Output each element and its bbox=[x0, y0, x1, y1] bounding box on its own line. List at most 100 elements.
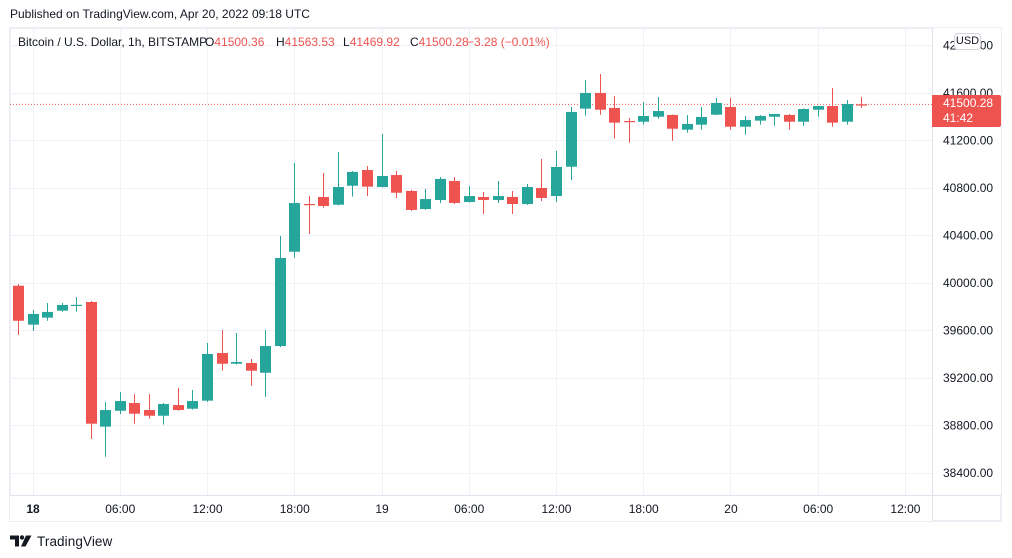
candle-bullish bbox=[464, 185, 475, 203]
candle-body bbox=[813, 106, 824, 110]
candle-bullish bbox=[231, 332, 242, 365]
time-axis[interactable] bbox=[10, 495, 932, 521]
candle-body bbox=[275, 258, 286, 347]
candle-bearish bbox=[507, 190, 518, 214]
candle-body bbox=[449, 180, 460, 203]
candle-body bbox=[347, 171, 358, 186]
time-tick-label: 19 bbox=[375, 502, 389, 516]
legend-change: −3.28 (−0.01%) bbox=[467, 35, 550, 49]
candle-body bbox=[13, 285, 24, 321]
candle-body bbox=[391, 175, 402, 193]
candle-body bbox=[784, 114, 795, 122]
candle-body bbox=[493, 196, 504, 200]
candle-body bbox=[57, 304, 68, 311]
candle-bullish bbox=[42, 303, 53, 321]
candle-body bbox=[289, 203, 300, 252]
candle-bullish bbox=[289, 163, 300, 258]
time-tick-label: 06:00 bbox=[454, 502, 484, 516]
candle-body bbox=[362, 170, 373, 187]
candle-bearish bbox=[86, 301, 97, 440]
candle-body bbox=[71, 304, 82, 307]
candle-bullish bbox=[187, 389, 198, 410]
candle-body bbox=[260, 346, 271, 373]
legend-high: H41563.53 bbox=[276, 35, 335, 50]
tradingview-logo-link[interactable]: TradingView bbox=[10, 532, 112, 550]
candle-bearish bbox=[362, 166, 373, 197]
candle-body bbox=[42, 311, 53, 318]
candle-bullish bbox=[842, 99, 853, 125]
candle-body bbox=[507, 197, 518, 205]
price-tick-label: 40000.00 bbox=[943, 276, 993, 290]
candle-body bbox=[115, 401, 126, 411]
candle-body bbox=[377, 175, 388, 188]
candle-body bbox=[406, 190, 417, 210]
candle-bearish bbox=[304, 196, 315, 235]
time-tick-label: 18 bbox=[26, 502, 40, 516]
candle-bearish bbox=[827, 87, 838, 127]
candle-body bbox=[231, 361, 242, 364]
candle-bullish bbox=[275, 235, 286, 348]
legend-open-key: O bbox=[205, 35, 215, 49]
candle-bearish bbox=[784, 113, 795, 130]
candle-body bbox=[435, 178, 446, 200]
candle-bullish bbox=[711, 97, 722, 116]
bar-countdown: 41:42 bbox=[943, 111, 974, 125]
time-tick-label: 12:00 bbox=[890, 502, 920, 516]
candle-bearish bbox=[246, 358, 257, 386]
price-tick-label: 39200.00 bbox=[943, 371, 993, 385]
candle-body bbox=[711, 102, 722, 115]
candle-bullish bbox=[740, 116, 751, 135]
candle-bullish bbox=[71, 296, 82, 312]
candle-bearish bbox=[144, 394, 155, 419]
legend-open: O41500.36 bbox=[205, 35, 264, 50]
candle-bullish bbox=[638, 102, 649, 125]
currency-button[interactable]: USD bbox=[954, 33, 981, 50]
candle-body bbox=[420, 199, 431, 209]
tradingview-logo-icon bbox=[10, 535, 32, 547]
candle-bullish bbox=[420, 189, 431, 210]
candle-body bbox=[318, 197, 329, 207]
candle-bullish bbox=[260, 330, 271, 397]
candle-bullish bbox=[813, 105, 824, 117]
candle-bullish bbox=[580, 80, 591, 116]
candle-bearish bbox=[609, 95, 620, 139]
candle-bearish bbox=[13, 284, 24, 335]
candle-body bbox=[464, 196, 475, 202]
legend-close: C41500.28 bbox=[410, 35, 469, 50]
candle-body bbox=[638, 116, 649, 122]
candle-bullish bbox=[755, 114, 766, 125]
candle-body bbox=[755, 116, 766, 121]
candle-body bbox=[202, 353, 213, 401]
candle-body bbox=[187, 401, 198, 409]
candle-body bbox=[725, 106, 736, 127]
candle-body bbox=[522, 187, 533, 205]
candle-body bbox=[100, 410, 111, 427]
legend-close-value: 41500.28 bbox=[418, 35, 469, 49]
candle-bullish bbox=[333, 151, 344, 206]
time-tick-label: 18:00 bbox=[280, 502, 310, 516]
candle-body bbox=[827, 106, 838, 123]
candle-body bbox=[158, 403, 169, 416]
tradingview-brand: TradingView bbox=[37, 533, 113, 549]
candle-body bbox=[217, 353, 228, 364]
candle-body bbox=[769, 113, 780, 117]
candle-bullish bbox=[798, 108, 809, 126]
price-tick-label: 40800.00 bbox=[943, 181, 993, 195]
candle-bearish bbox=[173, 387, 184, 411]
price-tick-label: 38400.00 bbox=[943, 466, 993, 480]
candle-bullish bbox=[28, 310, 39, 331]
candle-body bbox=[173, 405, 184, 411]
time-tick-label: 20 bbox=[724, 502, 738, 516]
candle-bullish bbox=[696, 106, 707, 130]
candle-body bbox=[740, 120, 751, 127]
candle-bullish bbox=[377, 133, 388, 188]
candle-body bbox=[478, 197, 489, 200]
candle-bullish bbox=[769, 113, 780, 126]
candle-body bbox=[566, 111, 577, 167]
legend-close-key: C bbox=[410, 35, 419, 49]
candle-bearish bbox=[129, 394, 140, 424]
candle-bullish bbox=[202, 342, 213, 402]
legend-high-value: 41563.53 bbox=[284, 35, 335, 49]
time-axis-labels: 18 06:00 12:00 18:00 19 06:00 12:00 18:00 20 06:0… bbox=[26, 502, 920, 516]
